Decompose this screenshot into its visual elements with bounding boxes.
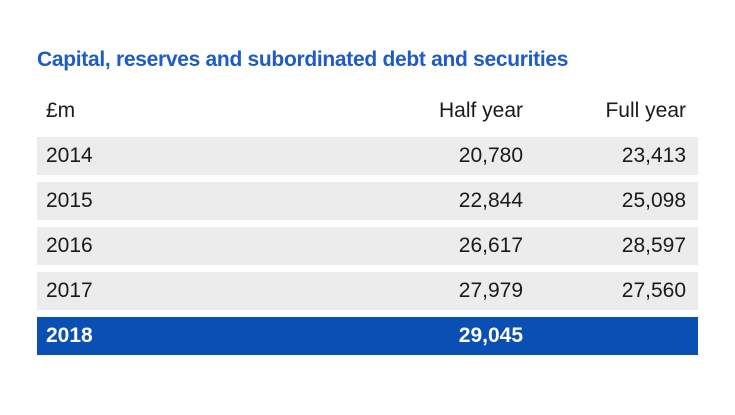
half-year-cell: 22,844: [458, 189, 523, 212]
half-year-cell: 27,979: [458, 279, 523, 302]
table-row-highlighted: 2018 29,045: [37, 317, 698, 355]
table-row: 2016 26,617 28,597: [37, 227, 698, 265]
full-year-cell: 28,597: [621, 234, 686, 257]
table-title: Capital, reserves and subordinated debt …: [37, 48, 569, 71]
year-cell: 2018: [46, 324, 93, 347]
half-year-cell: 29,045: [458, 324, 523, 347]
full-year-cell: 23,413: [621, 144, 686, 167]
half-year-cell: 26,617: [458, 234, 523, 257]
year-cell: 2016: [46, 234, 93, 257]
full-year-cell: 27,560: [621, 279, 686, 302]
table-row: 2014 20,780 23,413: [37, 137, 698, 175]
table-row: 2017 27,979 27,560: [37, 272, 698, 310]
year-cell: 2014: [46, 144, 93, 167]
table-body: 2014 20,780 23,413 2015 22,844 25,098 2016 26,6…: [37, 137, 698, 355]
column-header-full-year: Full year: [605, 99, 686, 122]
table-row: 2015 22,844 25,098: [37, 182, 698, 220]
capital-table: £m Half year Full year 2014 20,780 23,413 2…: [37, 92, 698, 362]
year-cell: 2015: [46, 189, 93, 212]
column-header-half-year: Half year: [438, 99, 523, 122]
table-header-row: £m Half year Full year: [37, 92, 698, 130]
year-cell: 2017: [46, 279, 93, 302]
full-year-cell: 25,098: [621, 189, 686, 212]
half-year-cell: 20,780: [458, 144, 523, 167]
column-header-unit: £m: [46, 99, 76, 122]
